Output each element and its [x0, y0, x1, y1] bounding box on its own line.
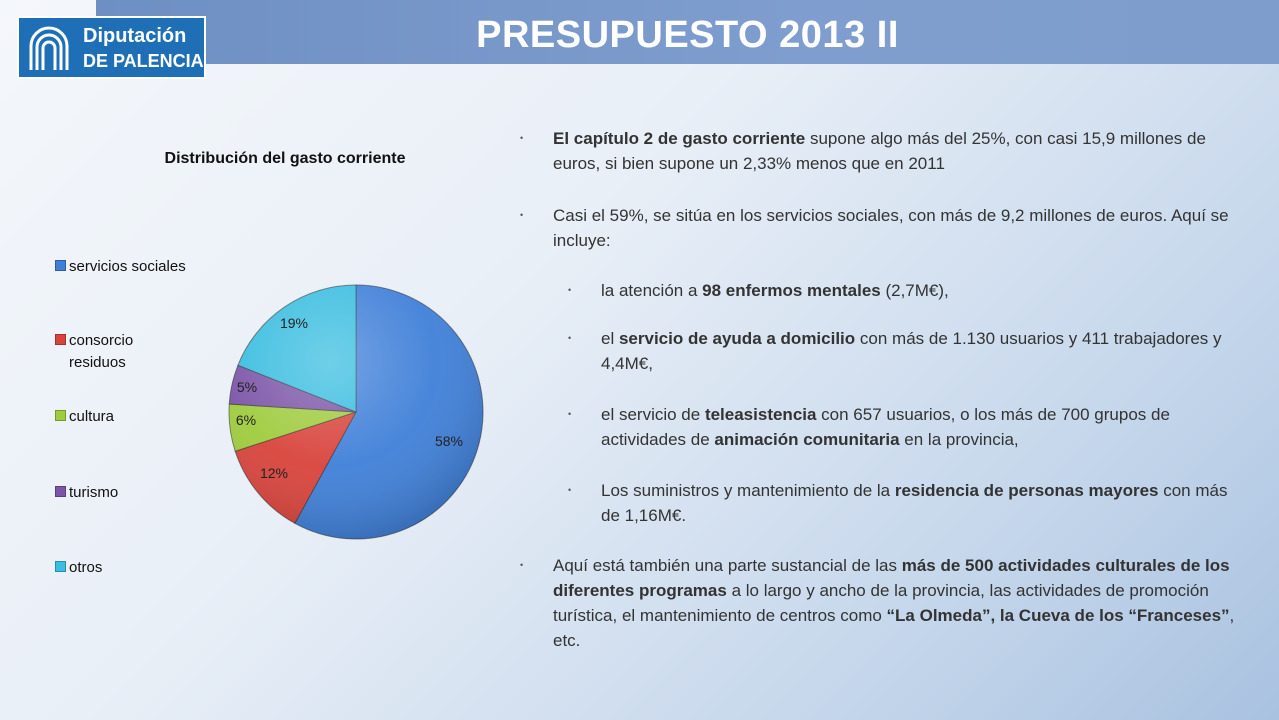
- bullet-icon: •: [568, 285, 572, 295]
- title-bar: [96, 0, 1279, 64]
- bullet-icon: •: [568, 409, 572, 419]
- logo-text-line1: Diputación: [83, 25, 187, 47]
- bullet-text: el servicio de teleasistencia con 657 us…: [601, 405, 1170, 449]
- data-label: 58%: [435, 433, 463, 449]
- bullet-text: la atención a 98 enfermos mentales (2,7M…: [601, 281, 949, 300]
- bullet-icon: •: [568, 485, 572, 495]
- legend-label: servicios sociales: [69, 258, 186, 275]
- legend-label: turismo: [69, 484, 119, 501]
- legend-label: otros: [69, 559, 103, 576]
- bullet-text: el servicio de ayuda a domicilio con más…: [601, 329, 1222, 373]
- logo-text-line2: DE PALENCIA: [83, 51, 204, 71]
- bullet-icon: •: [520, 210, 524, 220]
- legend-swatch: [55, 561, 66, 572]
- bullet-text: Casi el 59%, se sitúa en los servicios s…: [553, 206, 1229, 250]
- arch-logo-icon: [29, 26, 69, 70]
- legend-label: consorcio residuos: [69, 332, 134, 371]
- legend-label: cultura: [69, 408, 115, 425]
- legend-swatch: [55, 486, 66, 497]
- legend-swatch: [55, 334, 66, 345]
- bullet-icon: •: [520, 133, 524, 143]
- bullet-icon: •: [520, 560, 524, 570]
- data-label: 5%: [237, 379, 257, 395]
- data-label: 6%: [236, 412, 256, 428]
- page-title: PRESUPUESTO 2013 II: [476, 14, 899, 56]
- logo: Diputación DE PALENCIA: [17, 16, 206, 79]
- bullet-text: Aquí está también una parte sustancial d…: [553, 556, 1235, 650]
- bullet-text: Los suministros y mantenimiento de la re…: [601, 481, 1228, 525]
- data-label: 19%: [280, 315, 308, 331]
- legend-swatch: [55, 260, 66, 271]
- pie-shading: [229, 285, 483, 539]
- chart-title: Distribución del gasto corriente: [164, 150, 406, 167]
- data-label: 12%: [260, 465, 288, 481]
- bullet-text: El capítulo 2 de gasto corriente supone …: [553, 129, 1206, 173]
- bullet-icon: •: [568, 333, 572, 343]
- legend-swatch: [55, 410, 66, 421]
